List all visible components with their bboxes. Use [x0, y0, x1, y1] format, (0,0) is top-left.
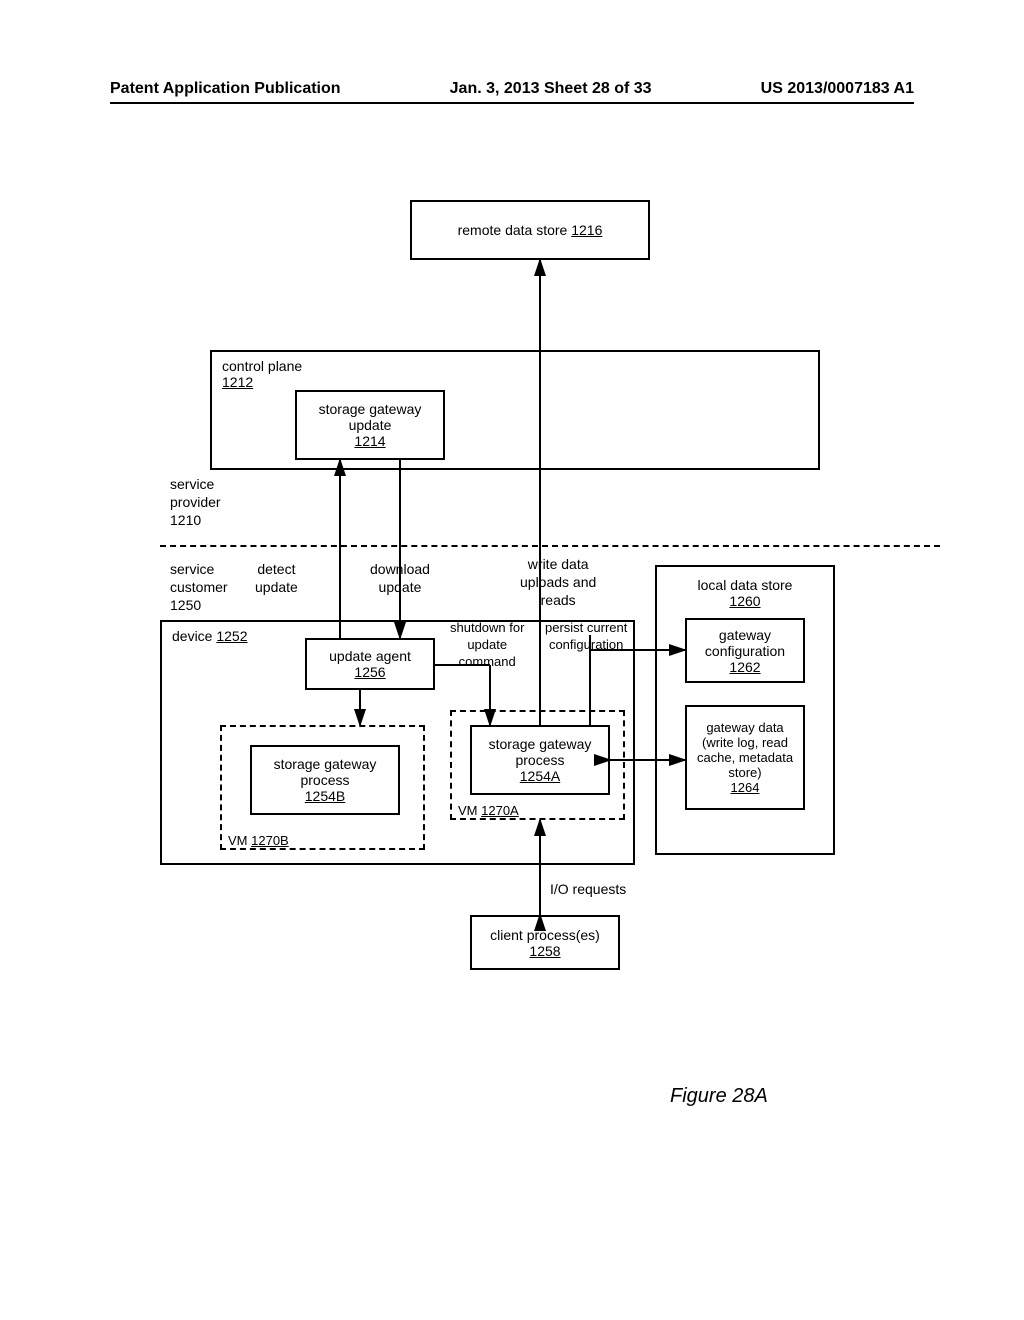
- box-remote-data-store: remote data store 1216: [410, 200, 650, 260]
- ref: 1270A: [481, 803, 519, 818]
- label-persist: persist current configuration: [545, 620, 627, 654]
- ref: 1258: [529, 943, 560, 959]
- header-center: Jan. 3, 2013 Sheet 28 of 33: [450, 80, 652, 98]
- text: storage gateway update: [319, 401, 422, 433]
- ref: 1212: [222, 374, 253, 390]
- provider-customer-boundary: [160, 545, 940, 547]
- ref: 1256: [354, 664, 385, 680]
- device-label: device 1252: [172, 628, 248, 644]
- label-download-update: download update: [370, 560, 430, 596]
- header-right: US 2013/0007183 A1: [761, 80, 914, 98]
- flowchart-diagram: remote data store 1216 control plane 121…: [60, 160, 960, 1060]
- ref: 1270B: [251, 833, 289, 848]
- label-io-requests: I/O requests: [550, 880, 626, 898]
- ref: 1216: [571, 222, 602, 238]
- header-row: Patent Application Publication Jan. 3, 2…: [110, 80, 914, 98]
- box-storage-gateway-update: storage gateway update 1214: [295, 390, 445, 460]
- text: update agent: [329, 648, 411, 664]
- page-header: Patent Application Publication Jan. 3, 2…: [110, 80, 914, 104]
- text: VM: [458, 803, 478, 818]
- header-left: Patent Application Publication: [110, 80, 341, 98]
- box-sgp-b: storage gateway process 1254B: [250, 745, 400, 815]
- label-service-customer: service customer 1250: [170, 560, 228, 615]
- ref: 1254A: [520, 768, 560, 784]
- patent-page: Patent Application Publication Jan. 3, 2…: [0, 0, 1024, 1320]
- vm-a-label: VM 1270A: [458, 803, 519, 818]
- control-plane-label: control plane 1212: [222, 358, 302, 390]
- label-write-data: write data uploads and reads: [520, 555, 596, 610]
- text: storage gateway process: [274, 756, 377, 788]
- label-shutdown: shutdown for update command: [450, 620, 524, 671]
- text: device: [172, 628, 212, 644]
- text: client process(es): [490, 927, 600, 943]
- ref: 1254B: [305, 788, 345, 804]
- box-gateway-config: gateway configuration 1262: [685, 618, 805, 683]
- ref: 1214: [354, 433, 385, 449]
- label-service-provider: service provider 1210: [170, 475, 221, 530]
- text: remote data store: [458, 222, 568, 238]
- text: gateway configuration: [705, 627, 785, 659]
- remote-data-store-label: remote data store 1216: [458, 222, 603, 238]
- box-sgp-a: storage gateway process 1254A: [470, 725, 610, 795]
- box-update-agent: update agent 1256: [305, 638, 435, 690]
- text: control plane: [222, 358, 302, 374]
- local-data-store-label: local data store 1260: [698, 577, 793, 609]
- figure-caption: Figure 28A: [670, 1085, 768, 1108]
- text: VM: [228, 833, 248, 848]
- ref: 1262: [729, 659, 760, 675]
- text: storage gateway process: [489, 736, 592, 768]
- vm-b-label: VM 1270B: [228, 833, 289, 848]
- label-detect-update: detect update: [255, 560, 298, 596]
- ref: 1260: [729, 593, 760, 609]
- text: gateway data (write log, read cache, met…: [697, 720, 793, 780]
- box-gateway-data: gateway data (write log, read cache, met…: [685, 705, 805, 810]
- text: local data store: [698, 577, 793, 593]
- box-client: client process(es) 1258: [470, 915, 620, 970]
- ref: 1264: [731, 780, 760, 795]
- ref: 1252: [216, 628, 247, 644]
